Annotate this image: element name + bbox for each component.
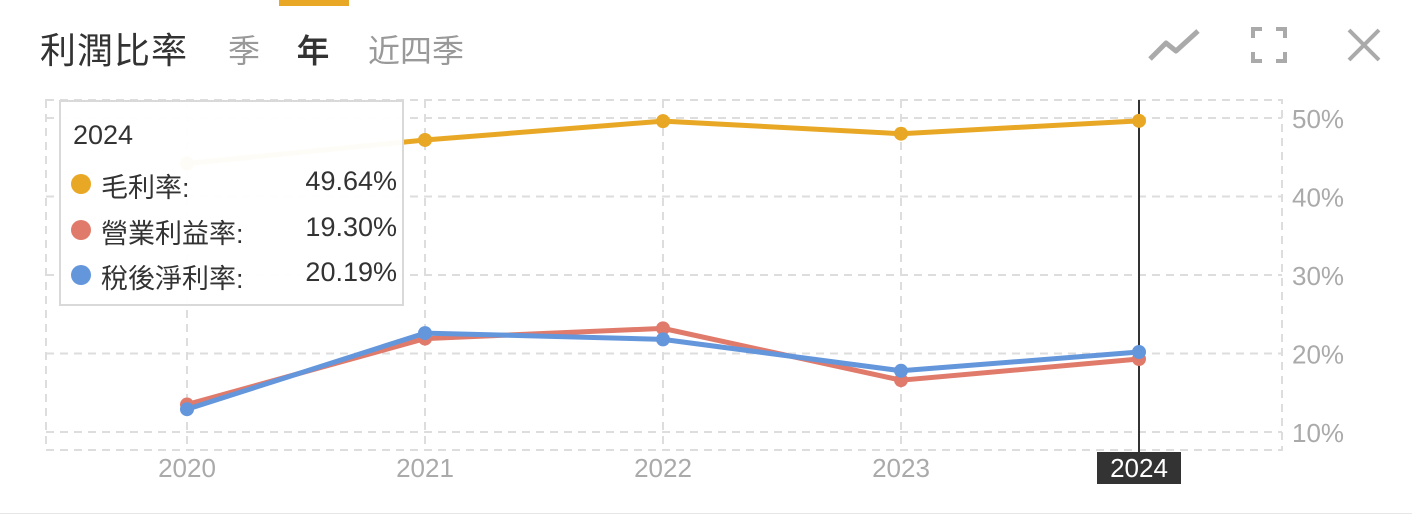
tab-year[interactable]: 年 (297, 33, 330, 69)
tooltip-row-gross-margin: 毛利率: 49.64% (71, 166, 397, 203)
tab-quarter[interactable]: 季 (228, 33, 261, 69)
net-margin-point (894, 363, 908, 378)
y-tick-label: 50% (1292, 104, 1344, 134)
x-tick-label: 2020 (158, 453, 216, 483)
x-tick-label: 2023 (872, 453, 930, 483)
x-tick-label: 2021 (396, 453, 454, 483)
tooltip-label: 毛利率: (101, 173, 190, 203)
y-tick-label: 20% (1292, 340, 1344, 370)
x-tick-label: 2022 (634, 453, 692, 483)
tooltip-title: 2024 (73, 120, 134, 150)
tooltip-row-operating-margin: 營業利益率: 19.30% (71, 212, 397, 249)
highlighted-x-label-bg (1097, 452, 1181, 484)
active-tab-indicator (279, 0, 349, 6)
fullscreen-icon (1251, 27, 1287, 63)
net-margin-legend-dot (71, 265, 91, 285)
tooltip-row-net-margin: 稅後淨利率: 20.19% (71, 257, 397, 294)
x-tick-label-highlighted: 2024 (1110, 453, 1168, 483)
fullscreen-button[interactable] (1243, 22, 1295, 68)
chart-header: 利潤比率 季 年 近四季 (0, 0, 1412, 90)
net-margin-point (180, 402, 194, 417)
line-chart-icon (1148, 29, 1200, 61)
net-margin-point (418, 326, 432, 341)
tooltip-value: 19.30% (305, 212, 397, 242)
operating-margin-legend-dot (71, 220, 91, 240)
tooltip-value: 49.64% (305, 166, 397, 196)
net-margin-point (1132, 345, 1146, 360)
line-chart-button[interactable] (1148, 22, 1200, 68)
gross-margin-point (894, 126, 908, 141)
y-tick-label: 40% (1292, 183, 1344, 213)
y-tick-label: 30% (1292, 261, 1344, 291)
tooltip-label: 營業利益率: (101, 219, 244, 249)
operating-margin-point (656, 321, 670, 336)
tooltip-value: 20.19% (305, 257, 397, 287)
gross-margin-point (656, 114, 670, 129)
gross-margin-point (1132, 113, 1146, 128)
net-margin-point (656, 332, 670, 347)
y-tick-label: 10% (1292, 418, 1344, 448)
gross-margin-legend-dot (71, 174, 91, 194)
tab-last-four-quarters[interactable]: 近四季 (368, 33, 465, 69)
gross-margin-point (418, 132, 432, 147)
data-tooltip: 2024 毛利率: 49.64% 營業利益率: 19.30% 稅後淨利率: 20… (59, 100, 404, 306)
close-button[interactable] (1338, 22, 1390, 68)
chart-title: 利潤比率 (40, 30, 189, 71)
tooltip-label: 稅後淨利率: (101, 264, 244, 294)
close-icon (1347, 28, 1381, 62)
